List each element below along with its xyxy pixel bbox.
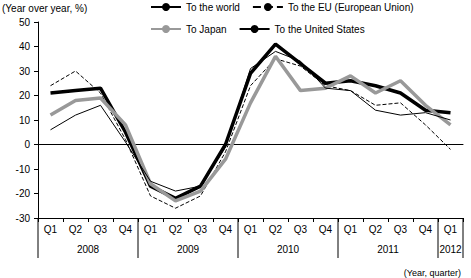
svg-text:-10: -10 bbox=[16, 164, 31, 175]
svg-text:20: 20 bbox=[19, 90, 31, 101]
svg-text:To Japan: To Japan bbox=[186, 24, 227, 35]
svg-text:2009: 2009 bbox=[177, 244, 200, 255]
svg-text:10: 10 bbox=[19, 115, 31, 126]
svg-text:2010: 2010 bbox=[277, 244, 300, 255]
svg-text:Q2: Q2 bbox=[69, 224, 83, 235]
svg-text:Q2: Q2 bbox=[169, 224, 183, 235]
svg-text:Q3: Q3 bbox=[94, 224, 108, 235]
svg-text:Q2: Q2 bbox=[269, 224, 283, 235]
svg-text:To the world: To the world bbox=[186, 2, 240, 13]
svg-text:Q4: Q4 bbox=[219, 224, 233, 235]
svg-text:2012: 2012 bbox=[439, 244, 462, 255]
svg-text:40: 40 bbox=[19, 41, 31, 52]
svg-text:Q2: Q2 bbox=[369, 224, 383, 235]
svg-text:0: 0 bbox=[24, 139, 30, 150]
svg-text:Q1: Q1 bbox=[344, 224, 358, 235]
svg-text:(Year, quarter): (Year, quarter) bbox=[404, 268, 461, 278]
svg-text:Q4: Q4 bbox=[319, 224, 333, 235]
svg-text:Q1: Q1 bbox=[144, 224, 158, 235]
svg-text:(Year over year, %): (Year over year, %) bbox=[2, 3, 87, 14]
svg-text:Q3: Q3 bbox=[294, 224, 308, 235]
svg-text:Q1: Q1 bbox=[44, 224, 58, 235]
svg-text:Q4: Q4 bbox=[419, 224, 433, 235]
svg-text:To the United States: To the United States bbox=[275, 24, 365, 35]
svg-text:Q4: Q4 bbox=[119, 224, 133, 235]
svg-text:Q3: Q3 bbox=[194, 224, 208, 235]
svg-text:30: 30 bbox=[19, 66, 31, 77]
svg-text:Q1: Q1 bbox=[244, 224, 258, 235]
svg-text:-20: -20 bbox=[16, 188, 31, 199]
svg-text:To the EU (European Union): To the EU (European Union) bbox=[288, 2, 414, 13]
svg-text:Q3: Q3 bbox=[394, 224, 408, 235]
svg-text:50: 50 bbox=[19, 17, 31, 28]
svg-text:Q1: Q1 bbox=[444, 224, 458, 235]
svg-text:-30: -30 bbox=[16, 213, 31, 224]
svg-text:2011: 2011 bbox=[377, 244, 399, 255]
svg-text:2008: 2008 bbox=[77, 244, 100, 255]
